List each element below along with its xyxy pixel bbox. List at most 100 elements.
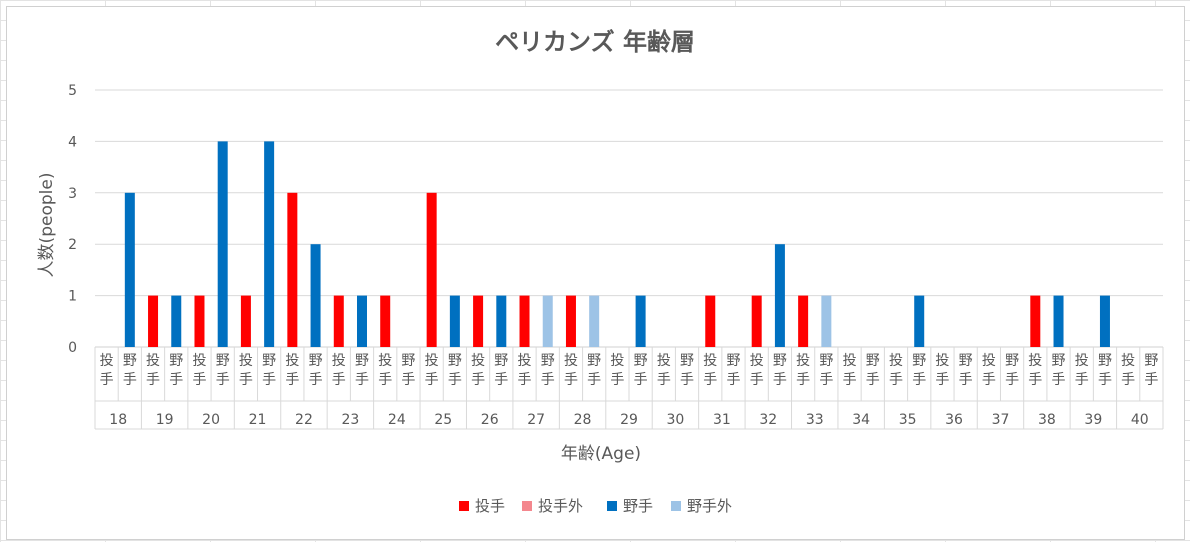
- position-label: 投手: [935, 353, 949, 388]
- age-category-label: 35: [899, 412, 917, 428]
- position-label: 投手: [657, 353, 671, 388]
- position-label: 投手: [796, 353, 810, 388]
- position-label: 野手: [1144, 353, 1158, 388]
- legend-entry[interactable]: 野手: [623, 497, 653, 515]
- position-label: 投手: [425, 353, 439, 388]
- age-category-label: 40: [1131, 412, 1149, 428]
- y-tick-label: 1: [68, 289, 77, 305]
- position-label: 野手: [448, 353, 462, 388]
- y-tick-label: 4: [68, 134, 77, 150]
- y-axis-ticks: 0 1 2 3 4 5: [68, 83, 77, 356]
- bar-投手-22: [287, 192, 298, 347]
- bar-投手-21: [240, 295, 251, 347]
- position-label: 野手: [216, 353, 230, 388]
- position-label: 投手: [610, 353, 624, 388]
- position-label: 野手: [819, 353, 833, 388]
- position-label: 野手: [726, 353, 740, 388]
- position-label: 野手: [262, 353, 276, 388]
- age-category-label: 27: [527, 412, 545, 428]
- bar-投手-20: [194, 295, 205, 347]
- bar-投手-33: [798, 295, 809, 347]
- age-category-label: 24: [388, 412, 406, 428]
- position-label: 野手: [355, 353, 369, 388]
- position-label: 野手: [123, 353, 137, 388]
- legend-swatch: [607, 501, 617, 511]
- position-label: 投手: [285, 353, 299, 388]
- position-label: 投手: [1028, 353, 1042, 388]
- position-label: 野手: [680, 353, 694, 388]
- age-category-label: 36: [945, 412, 963, 428]
- bar-野手-26: [496, 295, 507, 347]
- bar-投手-25: [426, 192, 437, 347]
- age-category-label: 23: [341, 412, 359, 428]
- age-category-label: 19: [156, 412, 174, 428]
- bar-野手-22: [310, 244, 321, 347]
- age-category-label: 22: [295, 412, 313, 428]
- position-label: 投手: [471, 353, 485, 388]
- legend-entry[interactable]: 野手外: [687, 497, 732, 515]
- age-category-label: 26: [481, 412, 499, 428]
- bar-野手-20: [217, 141, 228, 347]
- position-label: 投手: [1121, 353, 1135, 388]
- age-category-label: 34: [852, 412, 870, 428]
- age-category-label: 33: [806, 412, 824, 428]
- age-category-label: 32: [759, 412, 777, 428]
- position-label: 投手: [982, 353, 996, 388]
- chart-title: ペリカンズ 年齢層: [495, 28, 695, 56]
- bar-野手外-27: [542, 295, 553, 347]
- position-label: 野手: [587, 353, 601, 388]
- bar-投手-28: [565, 295, 576, 347]
- age-category-label: 37: [992, 412, 1010, 428]
- bar-野手-21: [264, 141, 275, 347]
- bar-投手-31: [705, 295, 716, 347]
- legend[interactable]: 投手 投手外 野手 野手外: [459, 497, 732, 515]
- age-category-label: 20: [202, 412, 220, 428]
- position-label: 投手: [703, 353, 717, 388]
- y-tick-label: 5: [68, 83, 77, 99]
- position-label: 野手: [1052, 353, 1066, 388]
- position-label: 野手: [541, 353, 555, 388]
- bar-野手-39: [1099, 295, 1110, 347]
- bar-野手-19: [171, 295, 182, 347]
- age-category-label: 38: [1038, 412, 1056, 428]
- bar-野手-29: [635, 295, 646, 347]
- gridlines: [95, 89, 1163, 348]
- position-label: 野手: [959, 353, 973, 388]
- bar-投手-27: [519, 295, 530, 347]
- bar-野手-25: [449, 295, 460, 347]
- y-tick-label: 3: [68, 186, 77, 202]
- x-axis-label: 年齢(Age): [561, 444, 641, 464]
- position-label: 投手: [564, 353, 578, 388]
- position-label: 野手: [309, 353, 323, 388]
- bar-野手-35: [914, 295, 925, 347]
- position-label: 投手: [889, 353, 903, 388]
- position-label: 野手: [912, 353, 926, 388]
- legend-entry[interactable]: 投手: [475, 497, 505, 515]
- position-label: 野手: [866, 353, 880, 388]
- position-label: 野手: [1098, 353, 1112, 388]
- position-label: 野手: [169, 353, 183, 388]
- legend-entry[interactable]: 投手外: [538, 497, 583, 515]
- bar-投手-19: [148, 295, 159, 347]
- bar-投手-23: [333, 295, 344, 347]
- legend-swatch: [522, 501, 532, 511]
- position-label: 野手: [634, 353, 648, 388]
- bar-投手-24: [380, 295, 391, 347]
- x-axis-categories: 投手野手18投手野手19投手野手20投手野手21投手野手22投手野手23投手野手…: [94, 347, 1164, 430]
- position-label: 投手: [332, 353, 346, 388]
- bar-投手-38: [1030, 295, 1041, 347]
- age-category-label: 30: [667, 412, 685, 428]
- age-category-label: 39: [1084, 412, 1102, 428]
- age-category-label: 28: [574, 412, 592, 428]
- bar-投手-32: [751, 295, 762, 347]
- y-tick-label: 2: [68, 237, 77, 253]
- bars: [124, 141, 1110, 347]
- position-label: 投手: [1075, 353, 1089, 388]
- bar-野手外-28: [589, 295, 600, 347]
- age-category-label: 25: [434, 412, 452, 428]
- bar-野手-23: [357, 295, 367, 347]
- y-tick-label: 0: [68, 340, 77, 356]
- position-label: 投手: [518, 353, 532, 388]
